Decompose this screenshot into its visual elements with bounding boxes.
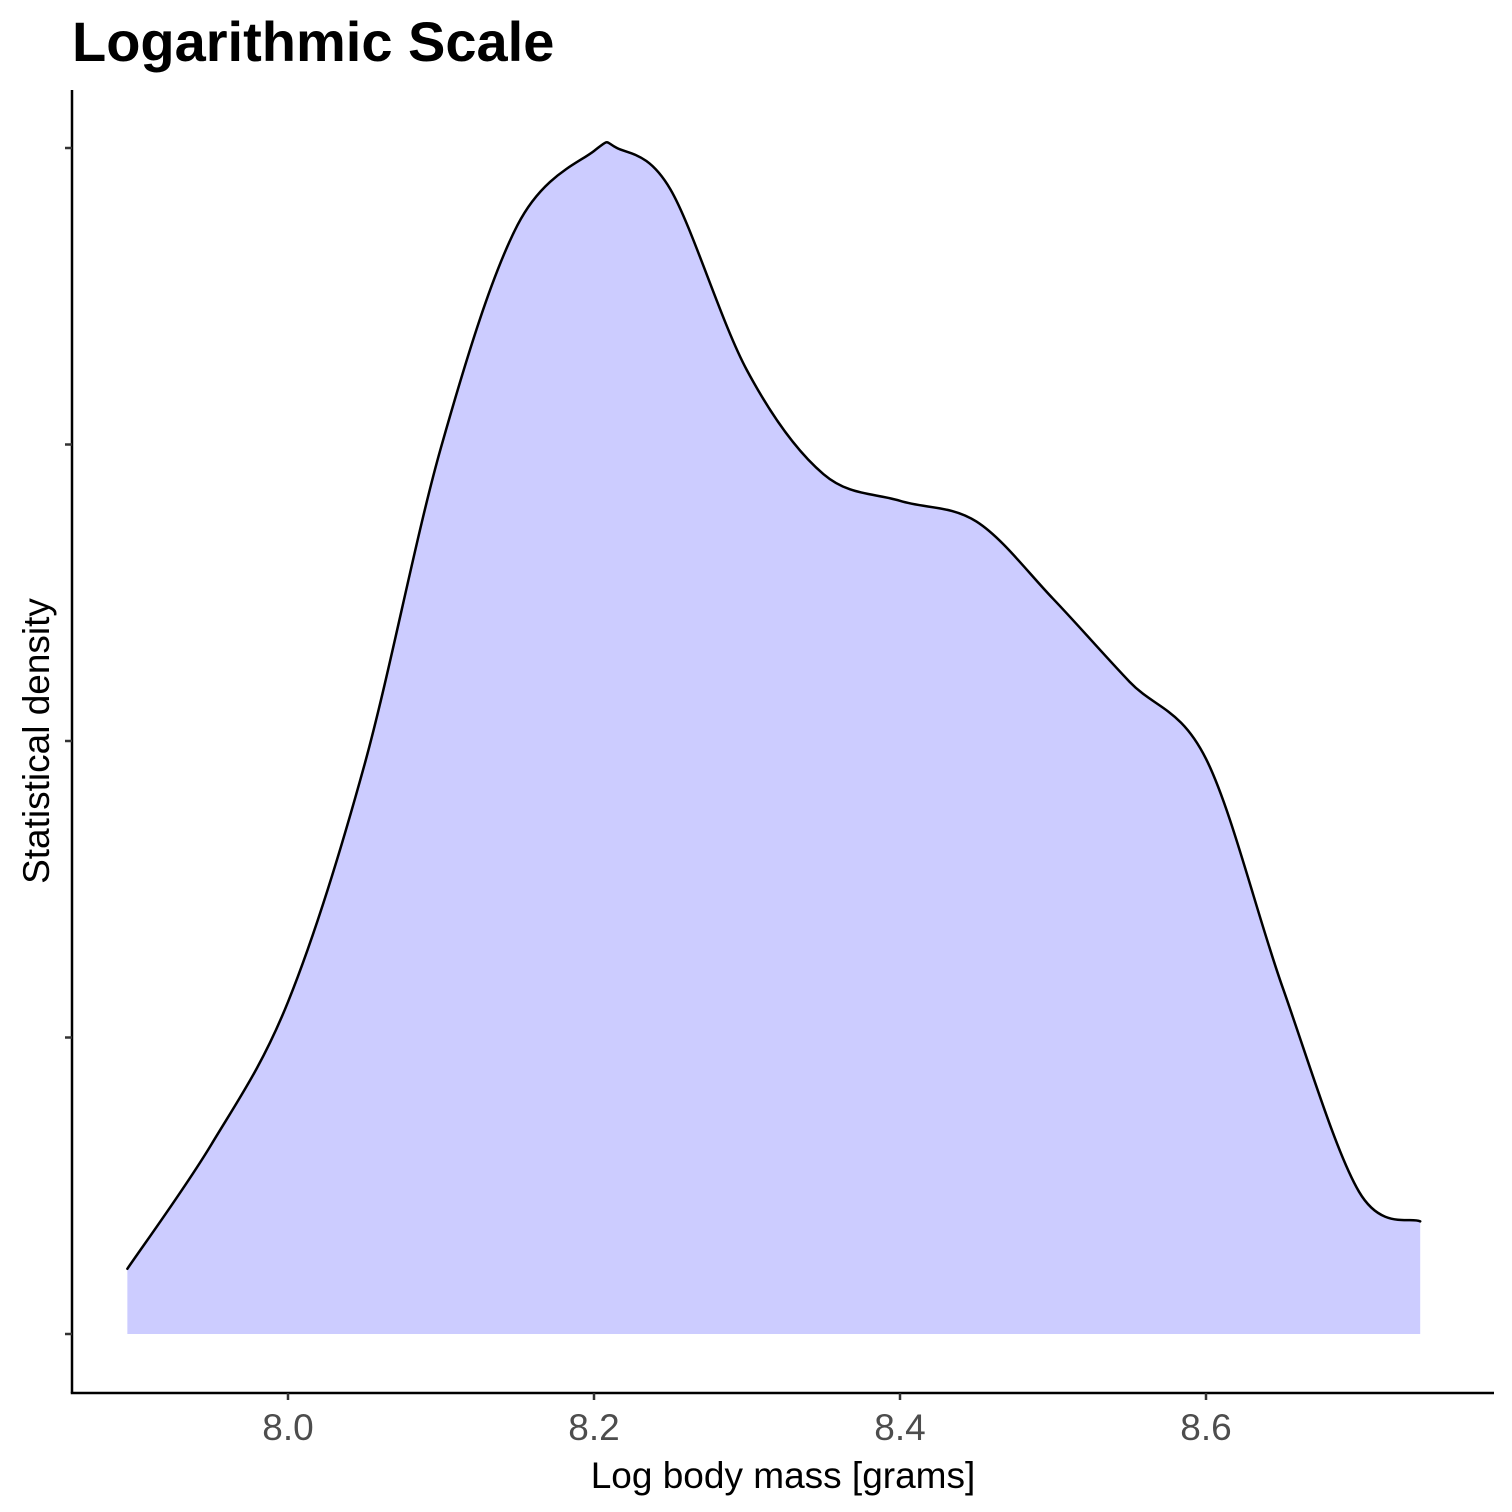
density-line [126,141,1422,1271]
x-axis-ticks: 8.0 8.2 8.4 8.6 [262,1393,1232,1448]
y-axis-title: Statistical density [16,598,57,884]
chart-title: Logarithmic Scale [72,10,554,73]
x-axis-title: Log body mass [grams] [591,1455,976,1496]
x-tick-label-3: 8.6 [1180,1407,1231,1448]
x-tick-label-1: 8.2 [568,1407,619,1448]
y-axis-ticks [65,146,72,1336]
density-area [127,142,1421,1334]
x-tick-label-2: 8.4 [874,1407,925,1448]
x-tick-label-0: 8.0 [262,1407,313,1448]
plot-area [126,141,1422,1334]
